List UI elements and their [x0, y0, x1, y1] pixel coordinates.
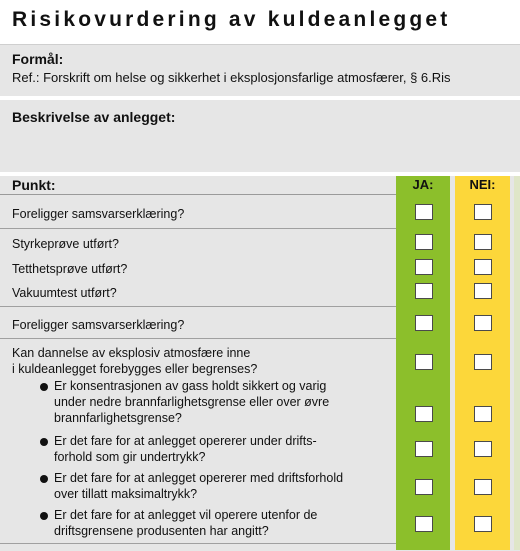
question-text-line: i kuldeanlegget forebygges eller begrens… [12, 362, 258, 376]
purpose-section: Formål: Ref.: Forskrift om helse og sikk… [0, 45, 520, 96]
yes-checkbox[interactable] [415, 354, 433, 370]
subquestion-text-line: brannfarlighetsgrense? [54, 411, 182, 425]
table-bottom-edge [0, 543, 396, 551]
question-text: Foreligger samsvarserklæring? [12, 318, 185, 332]
no-checkbox[interactable] [474, 406, 492, 422]
row-divider [0, 338, 396, 339]
question-text: Vakuumtest utført? [12, 286, 117, 300]
bullet-icon [40, 438, 48, 446]
table-header: Punkt: [0, 176, 396, 195]
no-checkbox[interactable] [474, 204, 492, 220]
subquestion-text-line: under nedre brannfarlighetsgrense eller … [54, 395, 330, 409]
yes-checkbox[interactable] [415, 259, 433, 275]
no-checkbox[interactable] [474, 234, 492, 250]
question-text-line: Kan dannelse av eksplosiv atmosfære inne [12, 346, 251, 360]
yes-checkbox[interactable] [415, 441, 433, 457]
yes-checkbox[interactable] [415, 479, 433, 495]
subquestion-text-line: Er konsentrasjonen av gass holdt sikkert… [54, 379, 327, 393]
subquestion-text-line: Er det fare for at anlegget vil operere … [54, 508, 318, 522]
subquestion-text-line: over tillatt maksimaltrykk? [54, 487, 198, 501]
no-checkbox[interactable] [474, 516, 492, 532]
yes-checkbox[interactable] [415, 315, 433, 331]
bullet-icon [40, 512, 48, 520]
row-divider [0, 306, 396, 307]
yes-checkbox[interactable] [415, 516, 433, 532]
bullet-icon [40, 383, 48, 391]
description-section: Beskrivelse av anlegget: [0, 100, 520, 172]
yes-checkbox[interactable] [415, 283, 433, 299]
question-text: Tetthetsprøve utført? [12, 262, 128, 276]
section-divider [0, 96, 520, 100]
bullet-icon [40, 475, 48, 483]
yes-checkbox[interactable] [415, 234, 433, 250]
yes-checkbox[interactable] [415, 204, 433, 220]
purpose-reference: Ref.: Forskrift om helse og sikkerhet i … [12, 70, 451, 85]
question-text: Styrkeprøve utført? [12, 237, 119, 251]
no-checkbox[interactable] [474, 315, 492, 331]
no-checkbox[interactable] [474, 479, 492, 495]
row-divider [0, 228, 396, 229]
no-header: NEI: [469, 177, 496, 192]
document-title: Risikovurdering av kuldeanlegget [12, 8, 451, 31]
extra-column [514, 176, 520, 550]
subquestion-text-line: driftsgrensene produsenten har angitt? [54, 524, 269, 538]
subquestion-text-line: Er det fare for at anlegget opererer und… [54, 434, 317, 448]
yes-checkbox[interactable] [415, 406, 433, 422]
no-checkbox[interactable] [474, 283, 492, 299]
no-checkbox[interactable] [474, 441, 492, 457]
purpose-heading: Formål: [12, 51, 64, 67]
section-divider [0, 172, 520, 176]
description-heading: Beskrivelse av anlegget: [12, 109, 176, 125]
yes-header: JA: [412, 177, 434, 192]
point-header: Punkt: [12, 177, 56, 193]
subquestion-text-line: forhold som gir undertrykk? [54, 450, 206, 464]
no-checkbox[interactable] [474, 259, 492, 275]
question-text: Foreligger samsvarserklæring? [12, 207, 185, 221]
no-checkbox[interactable] [474, 354, 492, 370]
subquestion-text-line: Er det fare for at anlegget opererer med… [54, 471, 344, 485]
document-title-bar: Risikovurdering av kuldeanlegget [0, 0, 520, 45]
